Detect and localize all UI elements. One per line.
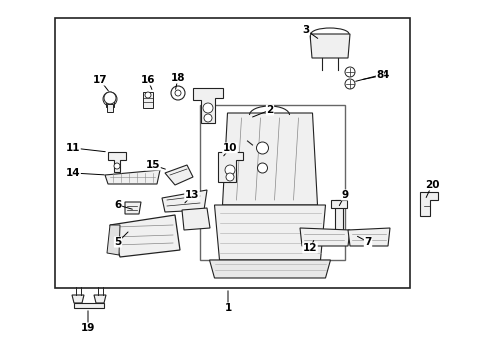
Polygon shape	[94, 295, 106, 303]
Circle shape	[257, 163, 267, 173]
Text: 13: 13	[184, 190, 199, 200]
Bar	[107, 104, 113, 112]
Polygon shape	[125, 202, 141, 214]
Polygon shape	[72, 295, 84, 303]
Text: 18: 18	[170, 73, 185, 83]
Text: 19: 19	[81, 323, 95, 333]
Polygon shape	[330, 200, 346, 208]
Polygon shape	[334, 200, 342, 230]
Text: 9: 9	[341, 190, 348, 200]
Circle shape	[171, 86, 184, 100]
Text: 20: 20	[424, 180, 438, 190]
Bar	[55, 18, 409, 288]
Text: 17: 17	[93, 75, 107, 85]
Text: 11: 11	[65, 143, 80, 153]
Circle shape	[114, 163, 120, 169]
Circle shape	[224, 165, 235, 175]
Circle shape	[104, 92, 116, 104]
Polygon shape	[222, 113, 317, 205]
Polygon shape	[214, 205, 325, 260]
Text: 3: 3	[302, 25, 309, 35]
Polygon shape	[107, 225, 120, 255]
Polygon shape	[108, 152, 126, 172]
Polygon shape	[218, 152, 243, 182]
Bar	[74, 303, 104, 308]
Text: 14: 14	[65, 168, 80, 178]
Circle shape	[145, 92, 151, 98]
Bar	[142, 92, 153, 108]
Bar	[106, 93, 114, 107]
Circle shape	[203, 103, 213, 113]
Bar	[200, 105, 345, 260]
Circle shape	[175, 90, 181, 96]
Text: 8: 8	[376, 70, 383, 80]
Polygon shape	[105, 170, 160, 184]
Text: 4: 4	[381, 70, 388, 80]
Polygon shape	[309, 34, 349, 58]
Text: 2: 2	[266, 105, 273, 115]
Polygon shape	[193, 88, 223, 123]
Polygon shape	[164, 165, 193, 185]
Polygon shape	[182, 208, 209, 230]
Circle shape	[345, 67, 354, 77]
Polygon shape	[162, 190, 206, 212]
Text: 6: 6	[114, 200, 122, 210]
Circle shape	[345, 79, 354, 89]
Text: 10: 10	[223, 143, 237, 153]
Polygon shape	[110, 215, 180, 257]
Text: 7: 7	[364, 237, 371, 247]
Text: 12: 12	[302, 243, 317, 253]
Polygon shape	[299, 228, 349, 246]
Circle shape	[103, 92, 117, 106]
Polygon shape	[347, 228, 389, 246]
Text: 1: 1	[224, 303, 231, 313]
Text: 15: 15	[145, 160, 160, 170]
Circle shape	[203, 114, 212, 122]
Polygon shape	[419, 192, 437, 216]
Circle shape	[225, 173, 234, 181]
Text: 16: 16	[141, 75, 155, 85]
Polygon shape	[209, 260, 330, 278]
Text: 5: 5	[114, 237, 122, 247]
Circle shape	[256, 142, 268, 154]
